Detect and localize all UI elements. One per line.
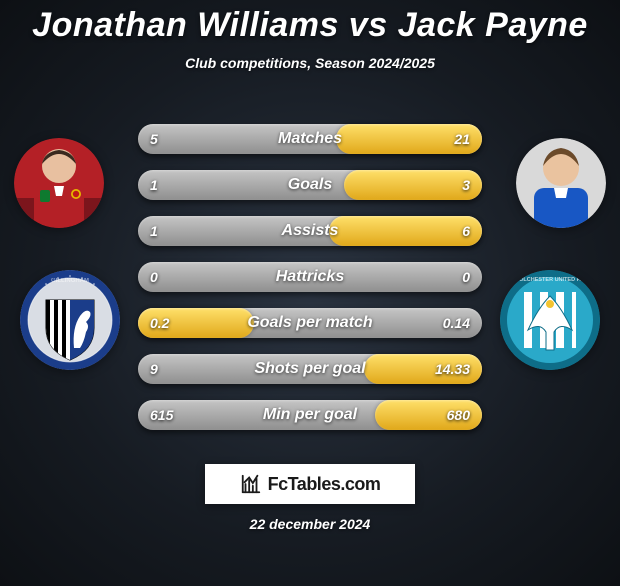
page-subtitle: Club competitions, Season 2024/2025 xyxy=(0,55,620,71)
player-left-avatar xyxy=(14,138,104,228)
club-right-badge: COLCHESTER UNITED F.C xyxy=(500,270,600,370)
player-right-avatar xyxy=(516,138,606,228)
infographic-date: 22 december 2024 xyxy=(0,516,620,532)
stat-value-left: 9 xyxy=(150,354,158,384)
stat-label: Hattricks xyxy=(138,262,482,292)
page-title: Jonathan Williams vs Jack Payne xyxy=(0,6,620,45)
stat-highlight xyxy=(364,354,482,384)
stat-highlight xyxy=(336,124,482,154)
stat-highlight xyxy=(138,308,254,338)
stat-value-left: 1 xyxy=(150,170,158,200)
stat-value-left: 615 xyxy=(150,400,173,430)
stat-value-left: 0 xyxy=(150,262,158,292)
stat-row: 16Assists xyxy=(138,216,482,246)
club-left-badge: GILLINGHAM xyxy=(20,270,120,370)
brand-icon xyxy=(240,473,262,495)
stat-row: 0.20.14Goals per match xyxy=(138,308,482,338)
stat-value-left: 5 xyxy=(150,124,158,154)
stat-row: 615680Min per goal xyxy=(138,400,482,430)
stat-value-left: 1 xyxy=(150,216,158,246)
stats-table: 521Matches 13Goals 16Assists 0 0Hattricks 0.2… xyxy=(138,124,482,446)
comparison-panel: GILLINGHAM COLCHESTER UNITED F.C xyxy=(0,106,620,586)
stat-row: 0 0Hattricks xyxy=(138,262,482,292)
stat-value-right: 0 xyxy=(462,262,470,292)
svg-text:GILLINGHAM: GILLINGHAM xyxy=(51,278,89,284)
stat-value-right: 0.14 xyxy=(443,308,470,338)
brand-text: FcTables.com xyxy=(268,474,381,495)
brand-badge[interactable]: FcTables.com xyxy=(205,464,415,504)
svg-text:COLCHESTER UNITED F.C: COLCHESTER UNITED F.C xyxy=(515,277,585,283)
stat-row: 914.33Shots per goal xyxy=(138,354,482,384)
stat-highlight xyxy=(344,170,482,200)
stat-row: 13Goals xyxy=(138,170,482,200)
stat-highlight xyxy=(329,216,482,246)
stat-highlight xyxy=(375,400,482,430)
stat-row: 521Matches xyxy=(138,124,482,154)
